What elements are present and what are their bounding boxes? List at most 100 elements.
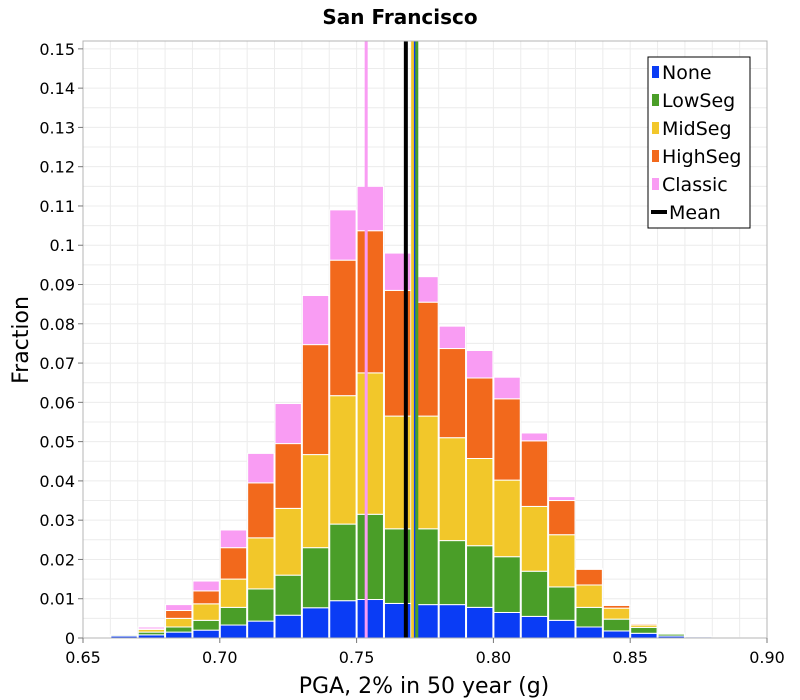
y-tick-label: 0.07: [39, 354, 75, 373]
bar-none-bin-8: [301, 607, 330, 639]
bar-none-bin-13: [438, 604, 467, 639]
bar-none-bin-16: [520, 615, 549, 639]
legend-label-classic: Classic: [662, 174, 728, 196]
bar-classic-bin-14: [466, 349, 494, 379]
bar-lowseg-bin-5: [219, 606, 248, 626]
bar-highseg-bin-16: [520, 440, 549, 507]
bar-classic-bin-5: [219, 529, 248, 549]
bar-none-bin-4: [192, 629, 220, 639]
bar-none-bin-15: [493, 611, 521, 639]
y-tick-label: 0.05: [39, 433, 75, 452]
bar-highseg-bin-14: [466, 377, 494, 460]
bar-lowseg-bin-18: [575, 606, 603, 628]
bar-midseg-bin-10: [356, 372, 384, 515]
bar-lowseg-bin-9: [329, 523, 357, 602]
bar-highseg-bin-15: [493, 398, 521, 481]
mean-lines: [364, 41, 419, 638]
bar-highseg-bin-5: [219, 547, 248, 580]
bar-classic-bin-6: [247, 452, 275, 484]
bar-highseg-bin-8: [301, 344, 330, 456]
y-axis-label: Fraction: [9, 296, 34, 384]
bar-highseg-bin-13: [438, 348, 467, 439]
y-tick-label: 0.09: [39, 276, 75, 295]
bar-none-bin-6: [247, 620, 275, 639]
y-tick-label: 0.1: [50, 236, 75, 255]
axis-ticks: 0 0.01 0.02 0.03 0.04 0.05 0.06 0.07 0.08 0.09 0.1…: [39, 40, 784, 667]
bar-lowseg-bin-8: [301, 547, 330, 609]
bar-lowseg-bin-3: [165, 626, 193, 633]
bar-lowseg-bin-20: [630, 626, 658, 634]
x-tick-label: 0.85: [612, 648, 648, 667]
bar-lowseg-bin-7: [274, 574, 302, 616]
bar-highseg-bin-17: [548, 500, 576, 536]
bar-none-bin-19: [602, 630, 631, 639]
bar-lowseg-bin-22: [684, 635, 713, 638]
legend-swatch-classic: [652, 178, 659, 190]
bar-midseg-bin-7: [274, 507, 302, 576]
bar-classic-bin-13: [438, 325, 467, 350]
bar-highseg-bin-10: [356, 230, 384, 374]
bar-lowseg-bin-17: [548, 586, 576, 621]
legend-label-midseg: MidSeg: [662, 118, 732, 140]
y-tick-label: 0.15: [39, 40, 75, 59]
bar-classic-bin-8: [301, 295, 330, 346]
bar-classic-bin-18: [575, 567, 603, 570]
legend-swatch-none: [652, 66, 659, 78]
bar-midseg-bin-14: [466, 458, 494, 547]
plot-frame: [82, 40, 768, 639]
x-tick-label: 0.80: [476, 648, 512, 667]
bar-classic-bin-17: [548, 496, 576, 502]
bar-lowseg-bin-10: [356, 513, 384, 601]
bar-none-bin-14: [466, 606, 494, 639]
bar-classic-bin-2: [137, 626, 166, 630]
bar-classic-bin-3: [165, 604, 193, 612]
bar-highseg-bin-9: [329, 259, 357, 397]
bar-lowseg-bin-4: [192, 619, 220, 631]
y-tick-label: 0.13: [39, 118, 75, 137]
y-tick-label: 0.03: [39, 511, 75, 530]
y-tick-label: 0.01: [39, 590, 75, 609]
y-tick-label: 0.14: [39, 79, 75, 98]
legend-label-lowseg: LowSeg: [662, 90, 735, 112]
y-tick-label: 0.04: [39, 472, 75, 491]
bar-none-bin-18: [575, 626, 603, 639]
bar-classic-bin-9: [329, 209, 357, 261]
bar-none-bin-17: [548, 619, 576, 639]
y-tick-label: 0.02: [39, 550, 75, 569]
legend-swatch-highseg: [652, 150, 659, 162]
bar-midseg-bin-5: [219, 578, 248, 608]
bar-midseg-bin-17: [548, 534, 576, 588]
legend-swatch-midseg: [652, 122, 659, 134]
x-tick-label: 0.65: [65, 648, 101, 667]
bar-highseg-bin-20: [630, 623, 658, 626]
bar-classic-bin-4: [192, 580, 220, 592]
bar-midseg-bin-16: [520, 505, 549, 572]
bar-highseg-bin-7: [274, 443, 302, 509]
bar-highseg-bin-6: [247, 482, 275, 539]
y-tick-label: 0.06: [39, 393, 75, 412]
y-tick-label: 0.11: [39, 197, 75, 216]
bar-lowseg-bin-19: [602, 618, 631, 632]
bar-none-bin-10: [356, 599, 384, 639]
legend-swatch-lowseg: [652, 94, 659, 106]
bar-lowseg-bin-15: [493, 556, 521, 613]
bar-lowseg-bin-14: [466, 545, 494, 608]
x-tick-label: 0.90: [749, 648, 785, 667]
bar-none-bin-3: [165, 631, 193, 639]
bar-midseg-bin-13: [438, 437, 467, 542]
bar-midseg-bin-19: [602, 607, 631, 620]
bar-none-bin-5: [219, 624, 248, 639]
bar-none-bin-7: [274, 614, 302, 639]
bar-classic-bin-7: [274, 403, 302, 445]
bar-midseg-bin-15: [493, 479, 521, 558]
x-tick-label: 0.70: [202, 648, 238, 667]
bar-midseg-bin-18: [575, 584, 603, 608]
legend: None LowSeg MidSeg HighSeg Classic Mean: [647, 56, 751, 229]
bar-lowseg-bin-13: [438, 540, 467, 606]
bar-midseg-bin-3: [165, 617, 193, 628]
legend-box: [647, 56, 751, 229]
legend-label-mean: Mean: [669, 202, 721, 224]
legend-label-none: None: [662, 62, 712, 84]
bar-classic-bin-16: [520, 432, 549, 442]
